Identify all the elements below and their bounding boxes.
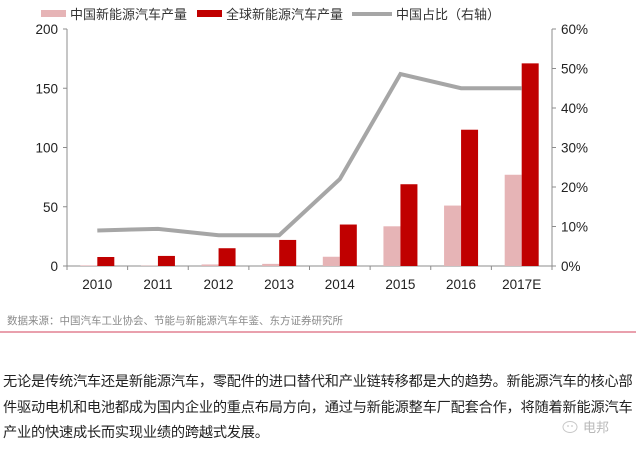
x-tick-label: 2010 bbox=[82, 277, 112, 292]
bar bbox=[279, 239, 297, 266]
share-line-series bbox=[97, 71, 522, 238]
bar bbox=[521, 63, 539, 266]
bar bbox=[201, 264, 219, 266]
left-tick-label: 150 bbox=[35, 81, 58, 96]
chart-legend: 中国新能源汽车产量 全球新能源汽车产量 中国占比（右轴） bbox=[0, 4, 640, 24]
watermark-text: 电邦 bbox=[583, 421, 610, 436]
bar bbox=[461, 129, 479, 266]
x-tick-label: 2011 bbox=[143, 277, 172, 292]
watermark: 电邦 bbox=[562, 417, 609, 436]
wechat-icon bbox=[562, 420, 578, 433]
right-tick-label: 0% bbox=[561, 259, 581, 274]
right-tick-label: 20% bbox=[561, 180, 588, 195]
legend-label-global: 全球新能源汽车产量 bbox=[226, 8, 344, 23]
right-tick-label: 40% bbox=[561, 101, 588, 116]
bar-series bbox=[80, 63, 539, 266]
bar bbox=[504, 174, 522, 266]
legend-swatch-china bbox=[41, 10, 66, 17]
legend-swatch-share bbox=[352, 11, 392, 16]
right-y-axis: 0% 10% 20% 30% 40% 50% 60% bbox=[551, 22, 588, 274]
bar bbox=[157, 255, 175, 266]
legend-item-china: 中国新能源汽车产量 bbox=[41, 4, 187, 23]
left-y-axis: 0 50 100 150 200 bbox=[35, 22, 68, 274]
bar bbox=[322, 256, 340, 266]
x-tick-label: 2017E bbox=[502, 277, 541, 292]
bar bbox=[400, 184, 418, 266]
x-tick-label: 2014 bbox=[325, 277, 356, 292]
divider bbox=[0, 331, 636, 333]
right-tick-label: 30% bbox=[561, 141, 588, 156]
x-tick-label: 2012 bbox=[204, 277, 234, 292]
left-tick-label: 100 bbox=[35, 141, 58, 156]
left-tick-label: 200 bbox=[35, 22, 58, 37]
bar bbox=[339, 224, 357, 266]
bar bbox=[383, 226, 401, 266]
data-source-note: 数据来源：中国汽车工业协会、节能与新能源汽车年鉴、东方证券研究所 bbox=[7, 315, 343, 327]
x-axis: 2010 2011 2012 2013 2014 2015 2016 2017E bbox=[66, 265, 553, 292]
legend-swatch-global bbox=[197, 10, 222, 17]
x-tick-label: 2016 bbox=[446, 277, 476, 292]
right-tick-label: 60% bbox=[561, 22, 588, 37]
bar bbox=[262, 263, 280, 266]
legend-label-share: 中国占比（右轴） bbox=[396, 8, 501, 23]
bar bbox=[97, 256, 115, 266]
bar bbox=[444, 205, 462, 266]
legend-item-global: 全球新能源汽车产量 bbox=[197, 4, 343, 23]
x-tick-label: 2013 bbox=[264, 277, 294, 292]
left-tick-label: 50 bbox=[43, 200, 58, 215]
right-tick-label: 10% bbox=[561, 220, 588, 235]
right-tick-label: 50% bbox=[561, 62, 588, 77]
share-line bbox=[97, 71, 522, 238]
legend-item-share: 中国占比（右轴） bbox=[352, 4, 500, 23]
left-tick-label: 0 bbox=[50, 259, 58, 274]
body-paragraph: 无论是传统汽车还是新能源汽车，零配件的进口替代和产业链转移都是大的趋势。新能源汽… bbox=[3, 374, 633, 441]
x-tick-label: 2015 bbox=[385, 277, 415, 292]
bar bbox=[218, 248, 236, 266]
legend-label-china: 中国新能源汽车产量 bbox=[70, 8, 188, 23]
bar bbox=[80, 265, 98, 266]
